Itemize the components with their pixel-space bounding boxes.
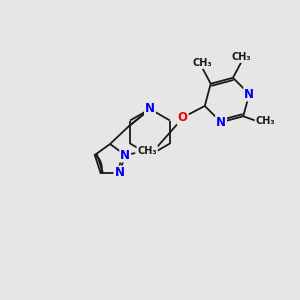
- Text: N: N: [216, 116, 226, 129]
- Text: CH₃: CH₃: [137, 146, 157, 156]
- Text: N: N: [244, 88, 254, 100]
- Text: N: N: [120, 148, 130, 162]
- Text: N: N: [114, 167, 124, 179]
- Text: CH₃: CH₃: [231, 52, 251, 62]
- Text: N: N: [145, 103, 155, 116]
- Text: CH₃: CH₃: [256, 116, 275, 126]
- Text: O: O: [178, 112, 188, 124]
- Text: CH₃: CH₃: [193, 58, 212, 68]
